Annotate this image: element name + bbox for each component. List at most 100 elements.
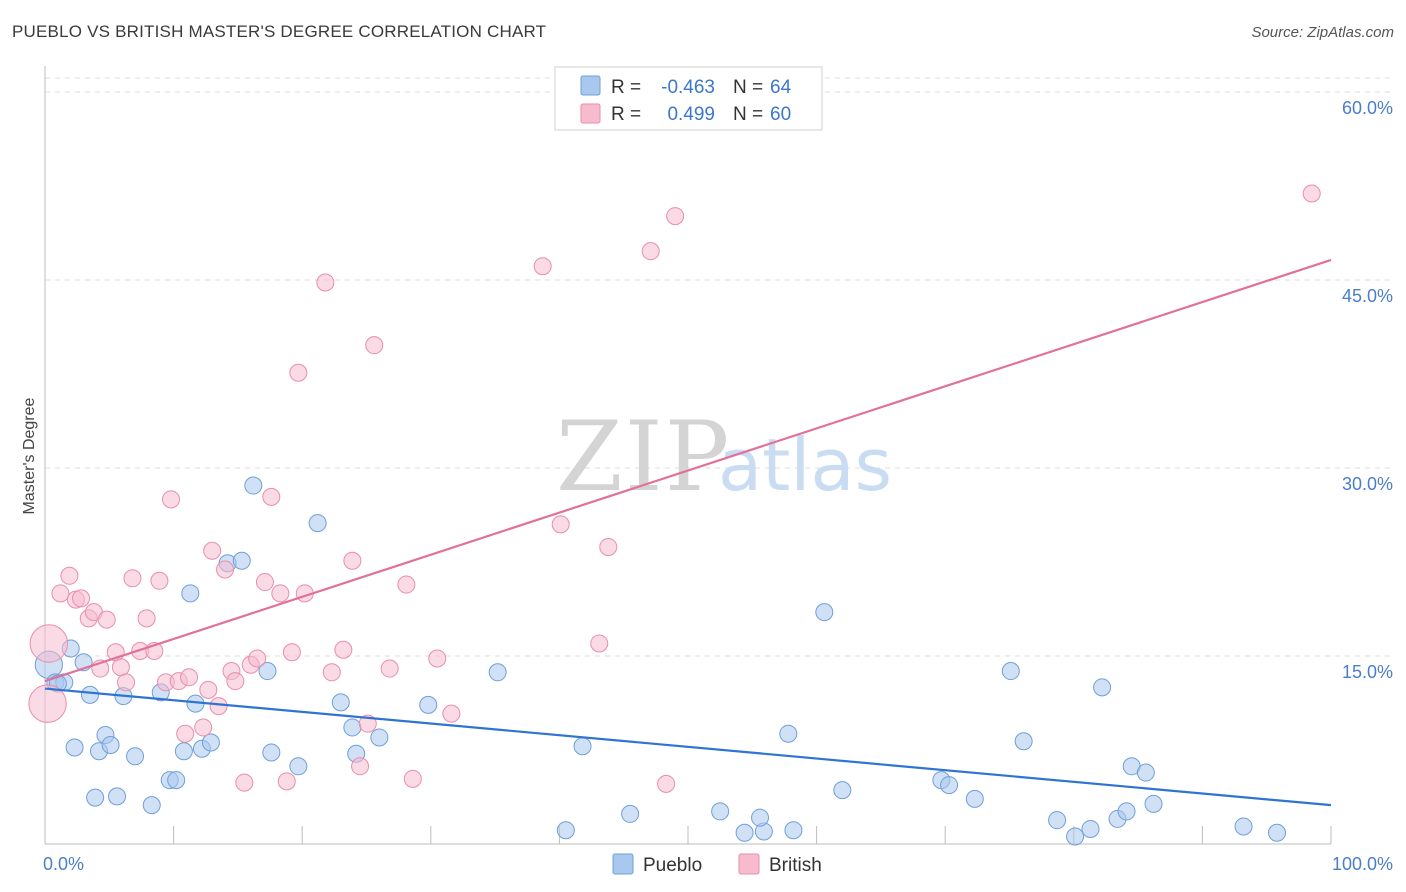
british-point [641, 242, 660, 261]
british-point [590, 634, 609, 653]
x-tick-label-max: 100.0% [1332, 854, 1393, 874]
correlation-legend: R = -0.463 N = 64 R = 0.499 N = 60 [554, 66, 823, 131]
pueblo-point [1093, 678, 1112, 697]
pueblo-point [784, 821, 803, 840]
pueblo-point [126, 747, 145, 766]
british-point [322, 663, 341, 682]
british-point [1302, 184, 1321, 203]
bottom-legend-swatch-british [738, 853, 760, 875]
pueblo-point [258, 662, 277, 681]
pueblo-point [1048, 811, 1067, 830]
pueblo-point [815, 603, 834, 622]
legend-r-label-pueblo: R = [611, 77, 641, 98]
british-point [255, 573, 274, 592]
pueblo-point [419, 695, 438, 714]
pueblo-point [201, 733, 220, 752]
pueblo-point [370, 728, 389, 747]
british-point [666, 207, 685, 226]
pueblo-point [244, 476, 263, 495]
british-point [316, 273, 335, 292]
british-point [365, 336, 384, 355]
watermark-atlas: atlas [718, 423, 892, 507]
pueblo-point [108, 787, 127, 806]
y-axis-label: Master's Degree [21, 397, 38, 514]
pueblo-point [167, 771, 186, 790]
legend-r-value-pueblo: -0.463 [661, 77, 715, 98]
british-point [60, 566, 79, 585]
british-point [226, 672, 245, 691]
pueblo-point [331, 693, 350, 712]
legend-r-label-british: R = [611, 104, 641, 125]
pueblo-trend-line [44, 687, 1332, 807]
x-tick-label-min: 0.0% [43, 854, 84, 874]
british-point [235, 773, 254, 792]
trend-lines [44, 258, 1332, 807]
grid-lines [45, 77, 1393, 657]
legend-swatch-british [580, 103, 601, 124]
pueblo-point [488, 663, 507, 682]
british-point [657, 774, 676, 793]
pueblo-point [573, 737, 592, 756]
british-point [428, 649, 447, 668]
british-point [199, 680, 218, 699]
british-point [343, 551, 362, 570]
y-tick-label: 60.0% [1342, 98, 1393, 118]
pueblo-point [232, 551, 251, 570]
british-point [277, 772, 296, 791]
british-point [176, 724, 195, 743]
y-tick-label: 30.0% [1342, 474, 1393, 494]
british-point [117, 673, 136, 692]
british-point [72, 589, 91, 608]
british-point [111, 658, 130, 677]
pueblo-point [1136, 763, 1155, 782]
chart-title: PUEBLO VS BRITISH MASTER'S DEGREE CORREL… [12, 22, 547, 41]
british-point [203, 541, 222, 560]
pueblo-point [1001, 662, 1020, 681]
y-tick-label: 45.0% [1342, 286, 1393, 306]
pueblo-point [711, 802, 730, 821]
pueblo-point [1117, 802, 1136, 821]
british-point [216, 560, 235, 579]
british-point [442, 704, 461, 723]
pueblo-point [308, 514, 327, 533]
pueblo-point [779, 724, 798, 743]
british-point [180, 668, 199, 687]
british-point [403, 769, 422, 788]
pueblo-point [556, 821, 575, 840]
pueblo-point [1066, 827, 1085, 846]
watermark-zip: ZIP [556, 401, 731, 513]
pueblo-point [262, 743, 281, 762]
pueblo-point [181, 584, 200, 603]
british-point [209, 697, 228, 716]
tick-labels: 15.0% 30.0% 45.0% 60.0% 0.0% 100.0% [43, 98, 1393, 874]
british-point [551, 515, 570, 534]
british-point [248, 649, 267, 668]
legend-n-value-pueblo: 64 [770, 77, 792, 98]
pueblo-point [1081, 819, 1100, 838]
legend-n-value-british: 60 [770, 104, 791, 125]
british-point [262, 487, 281, 506]
british-point [397, 575, 416, 594]
british-point [351, 757, 370, 776]
pueblo-point [81, 685, 100, 704]
series-legend: Pueblo British [612, 853, 822, 876]
british-point [533, 257, 552, 276]
british-point [51, 584, 70, 603]
british-point [334, 640, 353, 659]
legend-n-label-british: N = [733, 104, 763, 125]
legend-r-value-british: 0.499 [667, 104, 715, 125]
pueblo-point [1234, 817, 1253, 836]
pueblo-point [174, 742, 193, 761]
pueblo-point [101, 735, 120, 754]
british-point [271, 584, 290, 603]
pueblo-point [965, 789, 984, 808]
british-point [28, 684, 67, 723]
british-point [358, 714, 377, 733]
british-point [380, 659, 399, 678]
pueblo-point [833, 781, 852, 800]
pueblo-point [289, 757, 308, 776]
pueblo-point [735, 823, 754, 842]
zipatlas-watermark: ZIP atlas [556, 401, 892, 513]
british-point [97, 610, 116, 629]
